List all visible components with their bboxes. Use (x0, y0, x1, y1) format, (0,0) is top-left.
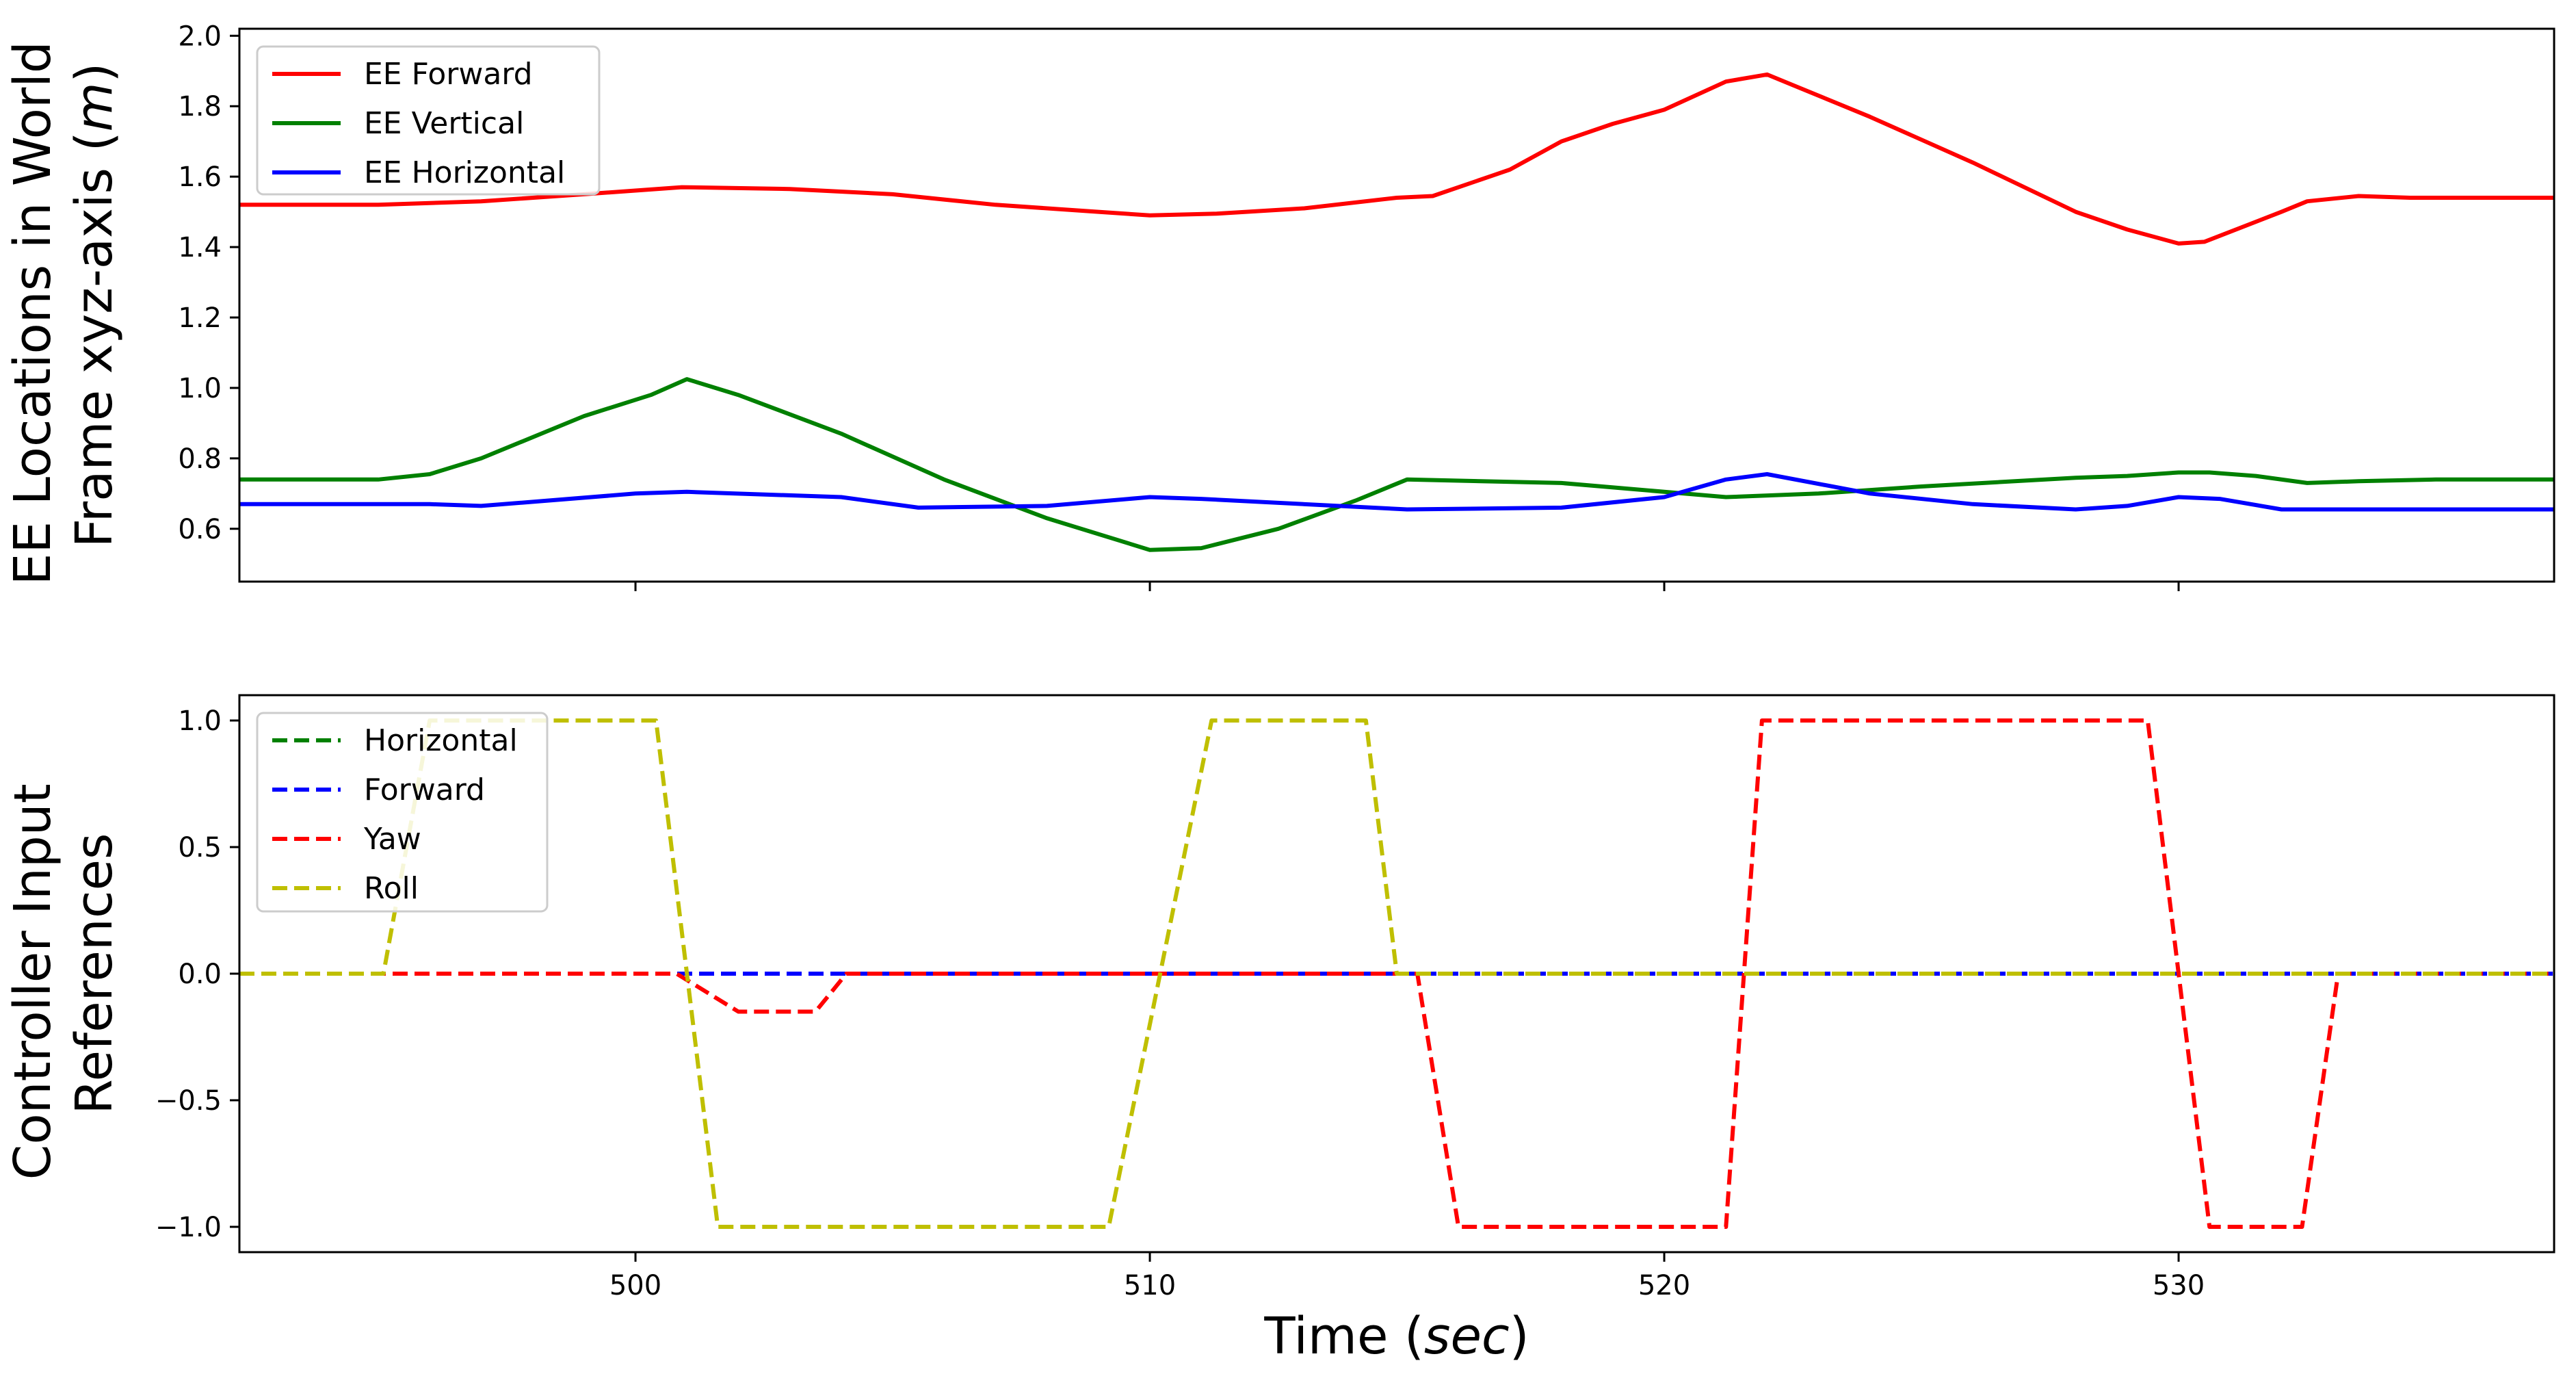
controller-y-tick-label: 0.5 (178, 832, 222, 864)
position-series-ee-horizontal (239, 472, 2554, 512)
position-y-tick-label: 2.0 (178, 21, 222, 52)
controller-y-tick-label: 0.0 (178, 959, 222, 990)
legend-label-ee-forward: EE Forward (364, 57, 533, 92)
controller-legend-box (256, 712, 549, 913)
legend-label-forward: Forward (364, 773, 485, 807)
position-legend: EE Forward EE Vertical EE Horizontal (256, 45, 601, 196)
legend-label-roll: Roll (364, 871, 419, 906)
legend-label-ee-horizontal: EE Horizontal (364, 155, 565, 190)
position-y-tick-label: 0.6 (178, 514, 222, 545)
position-y-label: EE Locations in World Frame xyz-axis (m) (3, 25, 124, 586)
position-y-tick-label: 1.0 (178, 373, 222, 404)
legend-label-horizontal: Horizontal (364, 723, 518, 758)
legend-label-ee-vertical: EE Vertical (364, 106, 524, 141)
x-axis-label-suffix: ) (1510, 1307, 1529, 1366)
position-y-tick-label: 1.8 (178, 91, 222, 122)
x-tick-label: 530 (2153, 1270, 2205, 1301)
position-series-ee-forward (239, 72, 2554, 246)
x-tick-label: 510 (1124, 1270, 1176, 1301)
position-y-label-line1: EE Locations in World (3, 41, 62, 585)
position-plot: 0.6 0.8 1.0 1.2 1.4 1.6 1.8 2.0 EE Forward EE Ve… (3, 21, 2555, 591)
position-series-group (239, 72, 2554, 552)
position-legend-box (256, 45, 601, 196)
position-y-label-line2-suffix: ) (65, 63, 124, 83)
controller-y-label-line2: References (65, 833, 124, 1114)
x-axis-label-unit: sec (1424, 1307, 1510, 1366)
position-y-tick-label: 1.2 (178, 302, 222, 334)
x-axis-label: Time (sec) (1263, 1307, 1529, 1366)
controller-y-label-line1: Controller Input (3, 783, 62, 1180)
position-y-tick-label: 0.8 (178, 443, 222, 475)
position-plot-frame (238, 27, 2555, 583)
controller-ticks: 500 510 520 530 −1.0 −0.5 0.0 0.5 1.0 (155, 705, 2205, 1301)
controller-y-tick-label: −0.5 (155, 1085, 222, 1117)
x-tick-label: 500 (609, 1270, 661, 1301)
controller-plot: 500 510 520 530 −1.0 −0.5 0.0 0.5 1.0 Horizontal… (3, 694, 2555, 1366)
x-axis-label-prefix: Time ( (1263, 1307, 1424, 1366)
legend-label-yaw: Yaw (363, 822, 421, 857)
position-ticks: 0.6 0.8 1.0 1.2 1.4 1.6 1.8 2.0 (178, 21, 2180, 591)
controller-y-tick-label: −1.0 (155, 1212, 222, 1243)
position-y-label-line2-prefix: Frame xyz-axis ( (65, 132, 124, 548)
x-tick-label: 520 (1638, 1270, 1690, 1301)
controller-y-label: Controller Input References (3, 768, 124, 1180)
position-series-ee-vertical (239, 377, 2554, 552)
position-y-label-unit: m (65, 82, 124, 131)
controller-y-tick-label: 1.0 (178, 705, 222, 737)
position-y-tick-label: 1.4 (178, 232, 222, 263)
position-y-tick-label: 1.6 (178, 161, 222, 193)
controller-legend: Horizontal Forward Yaw Roll (256, 712, 549, 913)
